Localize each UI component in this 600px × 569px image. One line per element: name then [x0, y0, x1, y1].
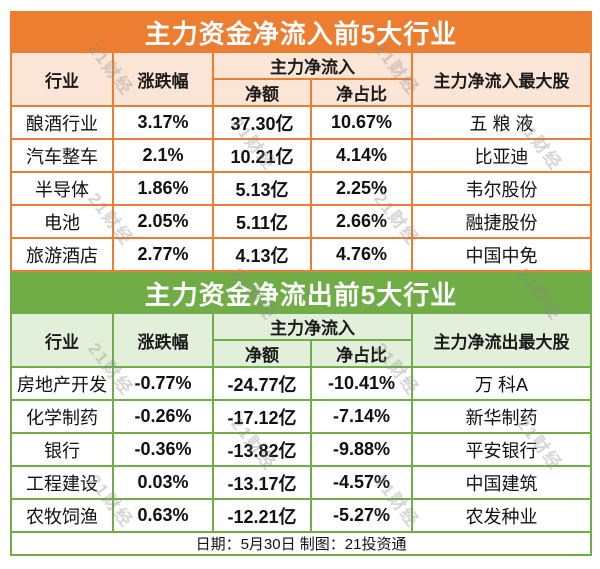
cell-net-amount: 5.13亿 — [212, 171, 312, 206]
cell-net-amount: 5.11亿 — [212, 204, 312, 239]
tables-stack: 主力资金净流入前5大行业 行业 涨跌幅 主力净流入 主力净流入最大股 净额 净占… — [9, 11, 593, 556]
column-header-industry: 行业 — [10, 312, 114, 368]
cell-top-stock: 中国中免 — [410, 237, 593, 272]
cell-industry: 半导体 — [10, 171, 114, 206]
cell-industry: 酿酒行业 — [10, 105, 114, 140]
cell-change: 0.63% — [112, 498, 214, 533]
cell-net-ratio: 4.14% — [310, 138, 413, 173]
cell-top-stock: 万 科A — [410, 366, 593, 401]
cell-industry: 房地产开发 — [10, 366, 114, 401]
cell-top-stock: 新华制药 — [410, 399, 593, 434]
cell-net-amount: -13.82亿 — [212, 432, 312, 467]
table-row: 净额 净占比 — [11, 339, 591, 368]
footer-note: 日期：5月30日 制图：21投资通 — [9, 531, 593, 556]
cell-net-amount: 4.13亿 — [212, 237, 312, 272]
inflow-section-title: 主力资金净流入前5大行业 — [9, 11, 593, 53]
column-header-industry: 行业 — [10, 51, 114, 107]
cell-industry: 银行 — [10, 432, 114, 467]
cell-top-stock: 融捷股份 — [410, 204, 593, 239]
table-row: 工程建设 0.03% -13.17亿 -4.57% 中国建筑 — [10, 465, 593, 500]
cell-net-amount: -13.17亿 — [212, 465, 312, 500]
cell-industry: 化学制药 — [10, 399, 114, 434]
table-row: 酿酒行业 3.17% 37.30亿 10.67% 五 粮 液 — [10, 105, 593, 140]
column-header-top-stock: 主力净流入最大股 — [410, 51, 593, 107]
cell-industry: 电池 — [10, 204, 114, 239]
cell-net-ratio: -4.57% — [310, 465, 413, 500]
table-row: 日期：5月30日 制图：21投资通 — [9, 531, 593, 556]
cell-industry: 农牧饲渔 — [10, 498, 114, 533]
table-row: 农牧饲渔 0.63% -12.21亿 -5.27% 农发种业 — [10, 498, 593, 533]
cell-net-ratio: -10.41% — [310, 366, 413, 401]
cell-net-amount: -17.12亿 — [212, 399, 312, 434]
cell-net-amount: -24.77亿 — [212, 366, 312, 401]
cell-change: 2.1% — [112, 138, 214, 173]
column-header-netinflow-group: 主力净流入 — [212, 51, 413, 80]
cell-net-ratio: -5.27% — [310, 498, 413, 533]
table-row: 银行 -0.36% -13.82亿 -9.88% 平安银行 — [10, 432, 593, 467]
table-row: 房地产开发 -0.77% -24.77亿 -10.41% 万 科A — [10, 366, 593, 401]
cell-change: 2.05% — [112, 204, 214, 239]
inflow-table: 主力资金净流入前5大行业 行业 涨跌幅 主力净流入 主力净流入最大股 净额 净占… — [9, 11, 593, 272]
cell-net-ratio: -9.88% — [310, 432, 413, 467]
cell-change: 0.03% — [112, 465, 214, 500]
cell-top-stock: 中国建筑 — [410, 465, 593, 500]
cell-change: -0.26% — [112, 399, 214, 434]
cell-top-stock: 平安银行 — [410, 432, 593, 467]
cell-net-ratio: 4.76% — [310, 237, 413, 272]
column-header-change: 涨跌幅 — [112, 51, 214, 107]
cell-net-amount: -12.21亿 — [212, 498, 312, 533]
cell-top-stock: 韦尔股份 — [410, 171, 593, 206]
cell-net-ratio: 10.67% — [310, 105, 413, 140]
column-header-net-ratio: 净占比 — [310, 339, 413, 368]
column-header-net-ratio: 净占比 — [310, 78, 413, 107]
outflow-table: 主力资金净流出前5大行业 行业 涨跌幅 主力净流入 主力净流出最大股 净额 净占… — [9, 272, 593, 556]
cell-top-stock: 五 粮 液 — [410, 105, 593, 140]
cell-net-ratio: 2.25% — [310, 171, 413, 206]
cell-net-ratio: 2.66% — [310, 204, 413, 239]
column-header-net-amount: 净额 — [212, 339, 312, 368]
column-header-net-amount: 净额 — [212, 78, 312, 107]
cell-change: 3.17% — [112, 105, 214, 140]
column-header-change: 涨跌幅 — [112, 312, 214, 368]
cell-change: -0.77% — [112, 366, 214, 401]
cell-net-amount: 10.21亿 — [212, 138, 312, 173]
table-row: 汽车整车 2.1% 10.21亿 4.14% 比亚迪 — [10, 138, 593, 173]
cell-top-stock: 农发种业 — [410, 498, 593, 533]
table-row: 主力资金净流入前5大行业 — [9, 11, 593, 53]
cell-net-ratio: -7.14% — [310, 399, 413, 434]
table-row: 化学制药 -0.26% -17.12亿 -7.14% 新华制药 — [10, 399, 593, 434]
table-row: 电池 2.05% 5.11亿 2.66% 融捷股份 — [10, 204, 593, 239]
cell-top-stock: 比亚迪 — [410, 138, 593, 173]
cell-change: 2.77% — [112, 237, 214, 272]
outflow-section-title: 主力资金净流出前5大行业 — [9, 272, 593, 314]
cell-change: -0.36% — [112, 432, 214, 467]
table-row: 净额 净占比 — [11, 78, 591, 107]
column-header-netinflow-group: 主力净流入 — [212, 312, 413, 341]
cell-industry: 工程建设 — [10, 465, 114, 500]
cell-change: 1.86% — [112, 171, 214, 206]
table-row: 行业 涨跌幅 主力净流入 主力净流出最大股 — [10, 312, 593, 368]
table-row: 主力资金净流出前5大行业 — [9, 272, 593, 314]
cell-net-amount: 37.30亿 — [212, 105, 312, 140]
cell-industry: 旅游酒店 — [10, 237, 114, 272]
table-row: 行业 涨跌幅 主力净流入 主力净流入最大股 — [10, 51, 593, 107]
table-row: 半导体 1.86% 5.13亿 2.25% 韦尔股份 — [10, 171, 593, 206]
table-row: 旅游酒店 2.77% 4.13亿 4.76% 中国中免 — [10, 237, 593, 272]
column-header-top-stock: 主力净流出最大股 — [410, 312, 593, 368]
cell-industry: 汽车整车 — [10, 138, 114, 173]
